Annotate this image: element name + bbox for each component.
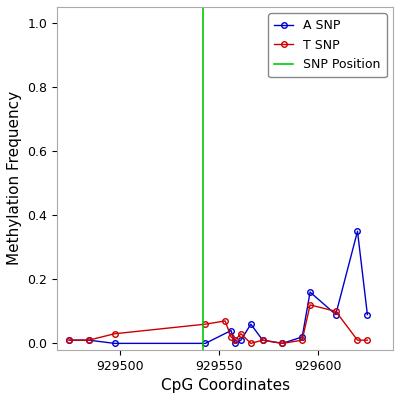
- Y-axis label: Methylation Frequency: Methylation Frequency: [7, 91, 22, 266]
- X-axis label: CpG Coordinates: CpG Coordinates: [160, 378, 290, 393]
- Legend: A SNP, T SNP, SNP Position: A SNP, T SNP, SNP Position: [268, 13, 387, 77]
